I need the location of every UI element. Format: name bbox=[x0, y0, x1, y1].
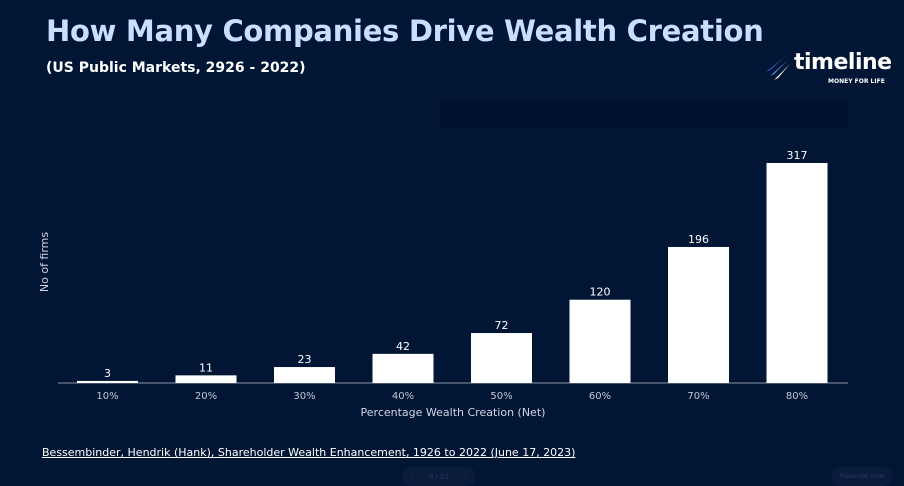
bar bbox=[569, 299, 631, 383]
logo-wordmark: timeline bbox=[794, 50, 892, 75]
logo-tagline: MONEY FOR LIFE bbox=[828, 78, 885, 85]
bar bbox=[766, 163, 828, 383]
data-label: 42 bbox=[396, 340, 410, 353]
presenter-view-button[interactable]: Presenter view bbox=[832, 467, 892, 486]
x-tick-label: 60% bbox=[589, 391, 611, 402]
bar bbox=[77, 380, 138, 383]
logo-swoosh-icon bbox=[766, 56, 790, 80]
page-indicator: 8 / 21 bbox=[428, 472, 450, 481]
slide-pager: ‹ 8 / 21 › bbox=[403, 467, 475, 486]
data-label: 72 bbox=[495, 319, 509, 332]
bar bbox=[274, 367, 335, 383]
data-label: 317 bbox=[787, 149, 808, 162]
x-tick-label: 50% bbox=[490, 391, 512, 402]
bar bbox=[471, 333, 532, 383]
source-link[interactable]: Bessembinder, Hendrik (Hank), Shareholde… bbox=[42, 446, 576, 459]
data-label: 120 bbox=[590, 286, 611, 299]
next-slide-button[interactable]: › bbox=[464, 472, 468, 481]
x-axis-label: Percentage Wealth Creation (Net) bbox=[361, 406, 546, 419]
page-subtitle: (US Public Markets, 2926 - 2022) bbox=[46, 60, 306, 76]
x-tick-label: 40% bbox=[392, 391, 414, 402]
y-axis-label: No of firms bbox=[38, 232, 51, 293]
data-label: 3 bbox=[104, 367, 111, 380]
bar bbox=[175, 375, 237, 383]
bar bbox=[668, 246, 729, 383]
x-tick-label: 30% bbox=[293, 391, 315, 402]
prev-slide-button[interactable]: ‹ bbox=[410, 472, 414, 481]
data-label: 11 bbox=[199, 361, 213, 374]
data-label: 196 bbox=[688, 233, 709, 246]
x-tick-label: 20% bbox=[195, 391, 217, 402]
page-title: How Many Companies Drive Wealth Creation bbox=[46, 14, 764, 48]
background-band bbox=[440, 98, 848, 128]
x-tick-label: 70% bbox=[687, 391, 709, 402]
x-tick-label: 80% bbox=[786, 391, 808, 402]
x-tick-label: 10% bbox=[96, 391, 118, 402]
bar bbox=[372, 353, 434, 383]
data-label: 23 bbox=[298, 353, 312, 366]
